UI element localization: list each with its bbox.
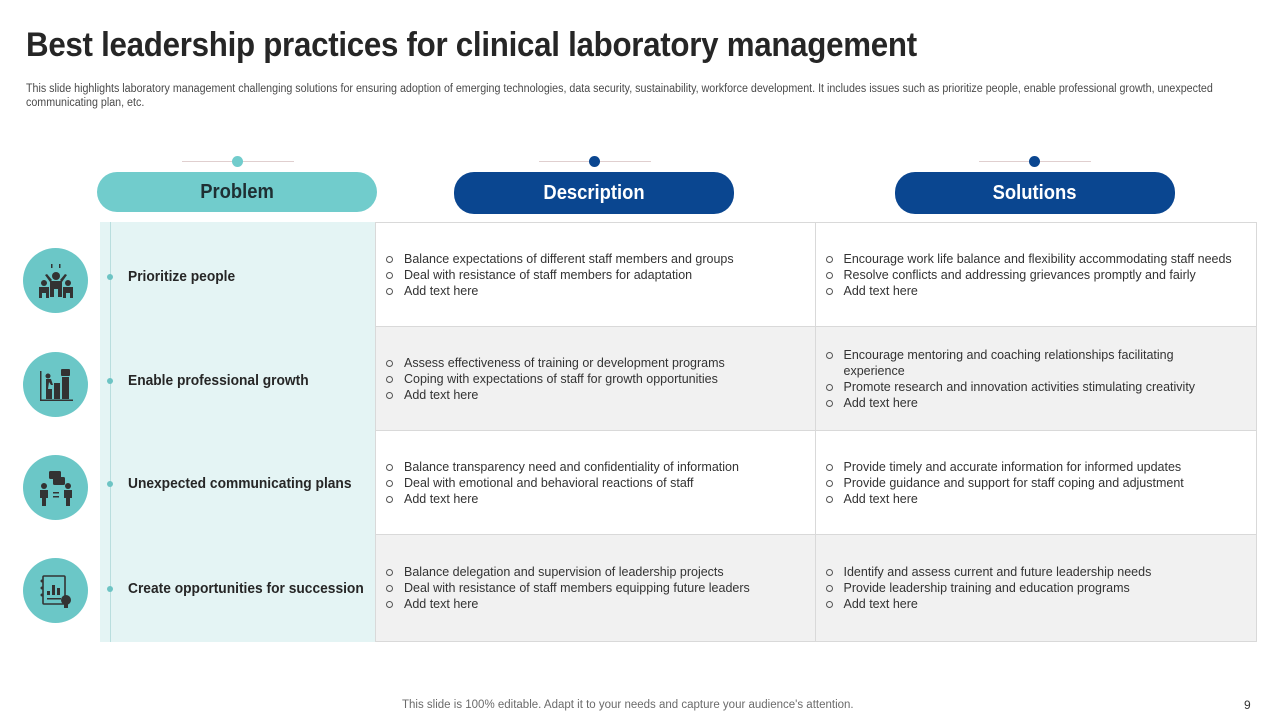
bullet-item: Provide guidance and support for staff c… [824, 475, 1234, 491]
connector-dot [232, 156, 243, 167]
description-cell: Balance delegation and supervision of le… [376, 535, 816, 641]
bullet-item: Encourage work life balance and flexibil… [824, 251, 1234, 267]
description-cell: Balance expectations of different staff … [376, 223, 816, 326]
celebrating-people-icon [23, 248, 88, 313]
problem-label: Prioritize people [128, 269, 236, 285]
solutions-cell: Provide timely and accurate information … [816, 431, 1257, 534]
bullet-item: Coping with expectations of staff for gr… [384, 371, 794, 387]
bullet-item: Promote research and innovation activiti… [824, 379, 1234, 395]
timeline-dot [107, 274, 113, 280]
timeline-line [110, 222, 111, 642]
bullet-item: Add text here [824, 283, 1234, 299]
header-problem: Problem [97, 172, 377, 212]
bullet-item: Balance transparency need and confidenti… [384, 459, 794, 475]
bullet-item: Deal with resistance of staff members eq… [384, 580, 794, 596]
bullet-item: Provide timely and accurate information … [824, 459, 1234, 475]
slide-subtitle: This slide highlights laboratory managem… [26, 83, 1213, 109]
bullet-item: Add text here [384, 596, 794, 612]
connector-dot [589, 156, 600, 167]
bullet-item: Add text here [384, 491, 794, 507]
header-description-label: Description [543, 181, 645, 204]
bullet-item: Add text here [824, 491, 1234, 507]
table-row: Balance transparency need and confidenti… [376, 431, 1256, 535]
table-row: Balance delegation and supervision of le… [376, 535, 1256, 641]
bullet-item: Resolve conflicts and addressing grievan… [824, 267, 1234, 283]
description-cell: Assess effectiveness of training or deve… [376, 327, 816, 430]
bullet-item: Deal with resistance of staff members fo… [384, 267, 794, 283]
succession-plan-icon [23, 558, 88, 623]
bullet-item: Balance delegation and supervision of le… [384, 564, 794, 580]
bullet-item: Assess effectiveness of training or deve… [384, 355, 794, 371]
communication-icon [23, 455, 88, 520]
solutions-cell: Identify and assess current and future l… [816, 535, 1257, 641]
solutions-cell: Encourage mentoring and coaching relatio… [816, 327, 1257, 430]
bullet-item: Add text here [384, 283, 794, 299]
footer-note: This slide is 100% editable. Adapt it to… [402, 699, 854, 711]
bullet-item: Balance expectations of different staff … [384, 251, 794, 267]
header-problem-label: Problem [200, 180, 274, 203]
slide-title: Best leadership practices for clinical l… [26, 26, 917, 64]
bullet-item: Deal with emotional and behavioral react… [384, 475, 794, 491]
connector-dot [1029, 156, 1040, 167]
career-growth-icon [23, 352, 88, 417]
content-table: Balance expectations of different staff … [375, 222, 1257, 642]
problem-label: Enable professional growth [128, 373, 309, 389]
header-solutions: Solutions [895, 172, 1175, 214]
header-solutions-label: Solutions [993, 181, 1077, 204]
page-number: 9 [1244, 698, 1251, 712]
timeline-dot [107, 481, 113, 487]
bullet-item: Add text here [384, 387, 794, 403]
bullet-item: Provide leadership training and educatio… [824, 580, 1234, 596]
timeline-dot [107, 378, 113, 384]
header-description: Description [454, 172, 734, 214]
table-row: Balance expectations of different staff … [376, 223, 1256, 327]
table-row: Assess effectiveness of training or deve… [376, 327, 1256, 431]
problem-label: Create opportunities for succession [128, 581, 364, 597]
bullet-item: Add text here [824, 395, 1234, 411]
solutions-cell: Encourage work life balance and flexibil… [816, 223, 1257, 326]
description-cell: Balance transparency need and confidenti… [376, 431, 816, 534]
timeline-dot [107, 586, 113, 592]
problem-label: Unexpected communicating plans [128, 476, 352, 492]
bullet-item: Identify and assess current and future l… [824, 564, 1234, 580]
problem-column-panel [100, 222, 375, 642]
bullet-item: Encourage mentoring and coaching relatio… [824, 347, 1234, 379]
bullet-item: Add text here [824, 596, 1234, 612]
